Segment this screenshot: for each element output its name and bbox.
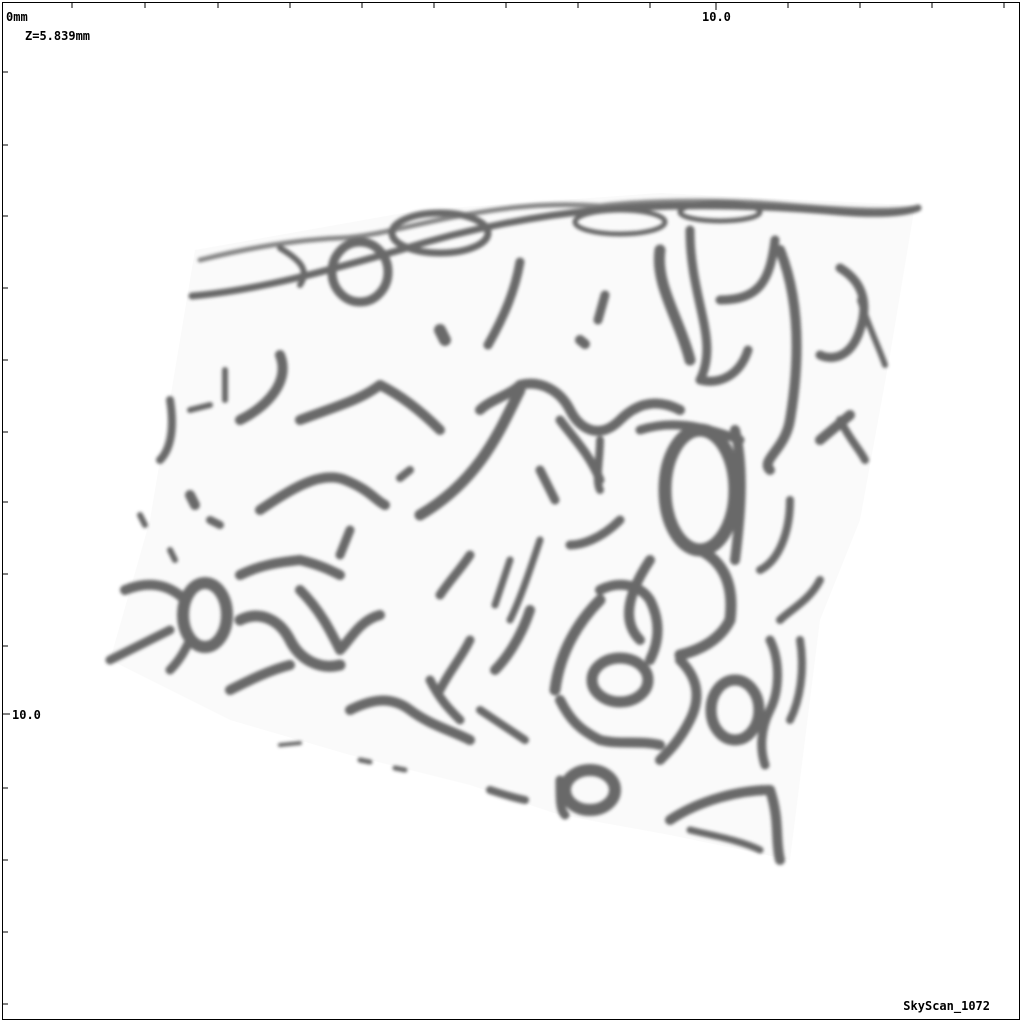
slice-position-label: Z=5.839mm — [25, 29, 91, 43]
y-axis-tick-label: 10.0 — [12, 708, 41, 722]
left-ruler-ticks — [3, 71, 10, 1005]
origin-label: 0mm — [6, 10, 28, 24]
top-ruler-ticks — [71, 3, 1005, 10]
bone-trabeculae — [105, 198, 922, 865]
scanner-label: SkyScan_1072 — [903, 999, 990, 1013]
x-axis-tick-label: 10.0 — [702, 10, 731, 24]
